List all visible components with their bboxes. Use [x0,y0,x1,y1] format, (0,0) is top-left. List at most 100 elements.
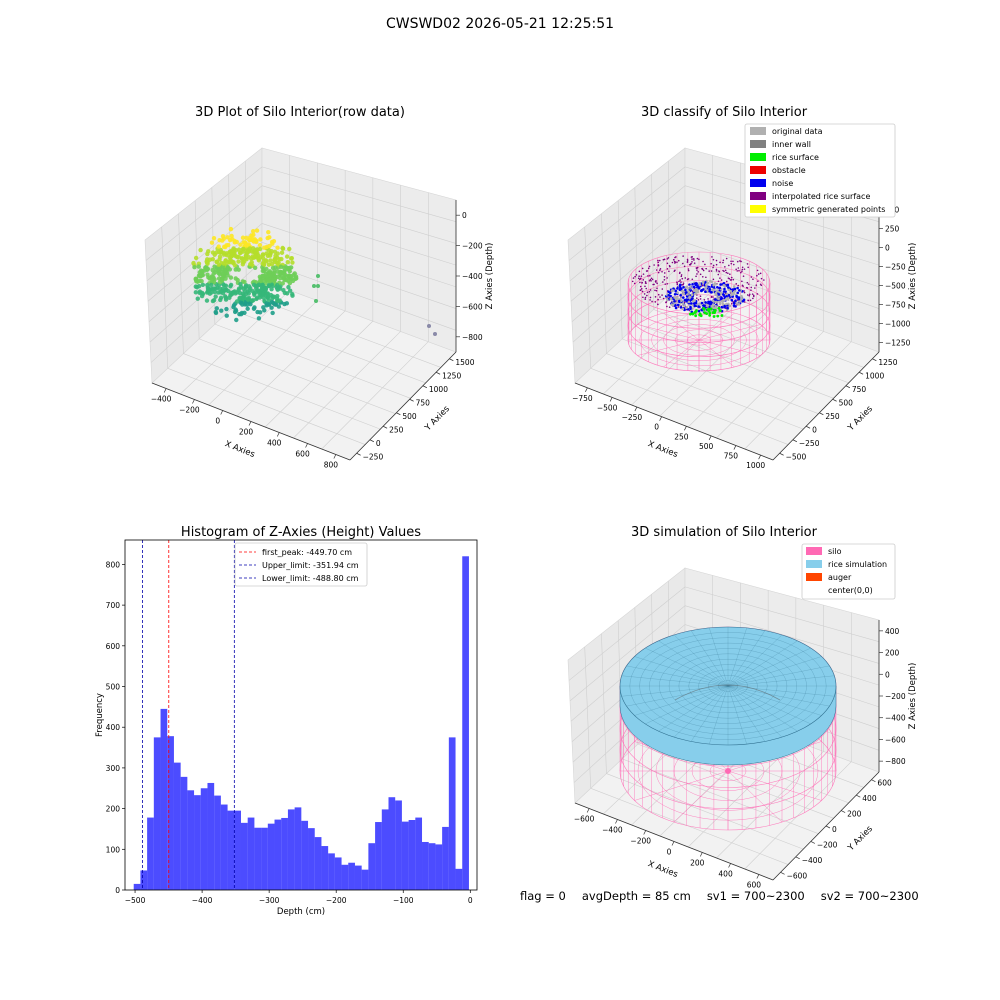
raw-data-point [259,286,264,292]
raw-data-point [281,276,286,281]
cls-interpolated-point [731,302,733,305]
raw-axes-box [144,147,457,461]
histogram-y-tick-label: 300 [106,764,121,773]
cls-interpolated-point [752,295,755,298]
cls-data-point [726,298,730,301]
raw-data-point [233,248,239,253]
raw-data-point [197,290,203,296]
cls-data-point [711,303,715,306]
histogram-bar [428,843,436,890]
cls-interpolated-point [699,298,702,300]
cls-interpolated-point [732,278,735,281]
raw-data-point [198,247,203,253]
raw-data-point [195,279,200,284]
cls-grid-line [631,300,741,406]
cls-interpolated-point [663,275,666,278]
raw-grid-line [264,320,374,428]
cls-interpolated-point [740,260,742,263]
cls-grid-line [716,331,824,439]
sim-rice-mesh-spoke [626,665,729,687]
raw-data-point [208,275,213,281]
sim-y-tick-label: 200 [847,810,862,819]
cls-data-point [679,293,682,297]
histogram-bar [422,841,429,890]
cls-data-point [667,290,670,294]
cls-silo-wireframe [627,251,771,372]
cls-data-point [708,288,712,291]
cls-interpolated-point [639,281,641,284]
cls-interpolated-point [733,263,735,266]
cls-data-point [685,306,689,309]
cls-interpolated-point [699,295,702,298]
raw-grid-line [167,368,366,445]
histogram-bar [153,737,161,890]
raw-grid-line [199,338,396,414]
cls-data-point [681,307,685,311]
status-avg-depth: avgDepth = 85 cm [581,889,691,903]
cls-y-tick [819,412,824,416]
cls-interpolated-point [741,270,743,273]
raw-data-point [229,254,234,259]
cls-data-point [677,299,681,303]
cls-interpolated-point [663,272,666,274]
raw-grid-line [261,242,457,309]
raw-data-point [193,290,199,295]
raw-x-tick-label: −400 [151,395,172,404]
raw-grid-line [161,226,169,369]
raw-data-point [288,273,294,279]
histogram-y-tick-label: 100 [106,845,121,854]
cls-interpolated-point [650,280,652,282]
cls-rice-point [709,307,713,311]
cls-data-point [725,302,728,306]
cls-interpolated-point [668,270,670,273]
cls-interpolated-point [754,287,756,289]
raw-data-point [270,277,276,283]
cls-data-point [730,293,734,297]
cls-interpolated-point [641,290,644,293]
cls-interpolated-point [730,260,732,263]
sim-rice-mesh-spoke [727,685,766,742]
raw-data-point [240,235,246,240]
cls-interpolated-point [638,275,640,278]
cls-data-point [676,287,679,290]
cls-interpolated-point [737,284,740,287]
raw-data-point [234,299,240,304]
cls-y-tick [832,398,837,402]
histogram-bar [334,857,342,890]
raw-data-point [254,228,260,233]
cls-legend-label: symmetric generated points [772,205,885,214]
cls-interpolated-point [648,279,651,282]
cls-data-point [687,300,691,304]
cls-interpolated-point [641,282,643,284]
raw-data-point [276,304,282,309]
cls-interpolated-point [686,261,689,263]
cls-data-point [731,288,735,291]
cls-interpolated-point [656,282,658,285]
cls-z-tick-label: −1250 [885,339,911,348]
cls-data-point [690,297,694,300]
cls-data-point [720,305,724,309]
cls-legend-swatch [750,166,766,174]
cls-interpolated-point [691,278,694,281]
cls-legend-label: obstacle [772,166,806,175]
raw-y-tick [422,385,428,389]
raw-y-tick [449,358,454,362]
raw-data-point [285,260,290,265]
cls-interpolated-point [657,298,659,301]
cls-interpolated-point [646,291,649,294]
raw-data-point [245,306,250,311]
sim-grid-line [601,633,607,774]
raw-point-cloud [191,226,437,336]
cls-interpolated-point [701,268,704,271]
sim-rice-mesh-spoke [727,656,822,687]
cls-data-point [703,304,706,307]
cls-data-point [714,304,717,308]
raw-data-point [254,296,259,302]
cls-interpolated-point [705,267,707,270]
raw-data-point [278,264,284,270]
histogram-x-axis-label: Depth (cm) [277,907,325,917]
cls-interpolated-point [677,259,680,262]
cls-data-point [682,292,686,296]
sim-z-axis-label: Z Axies (Depth) [908,663,918,730]
sim-silo-floor-spoke [673,770,729,823]
